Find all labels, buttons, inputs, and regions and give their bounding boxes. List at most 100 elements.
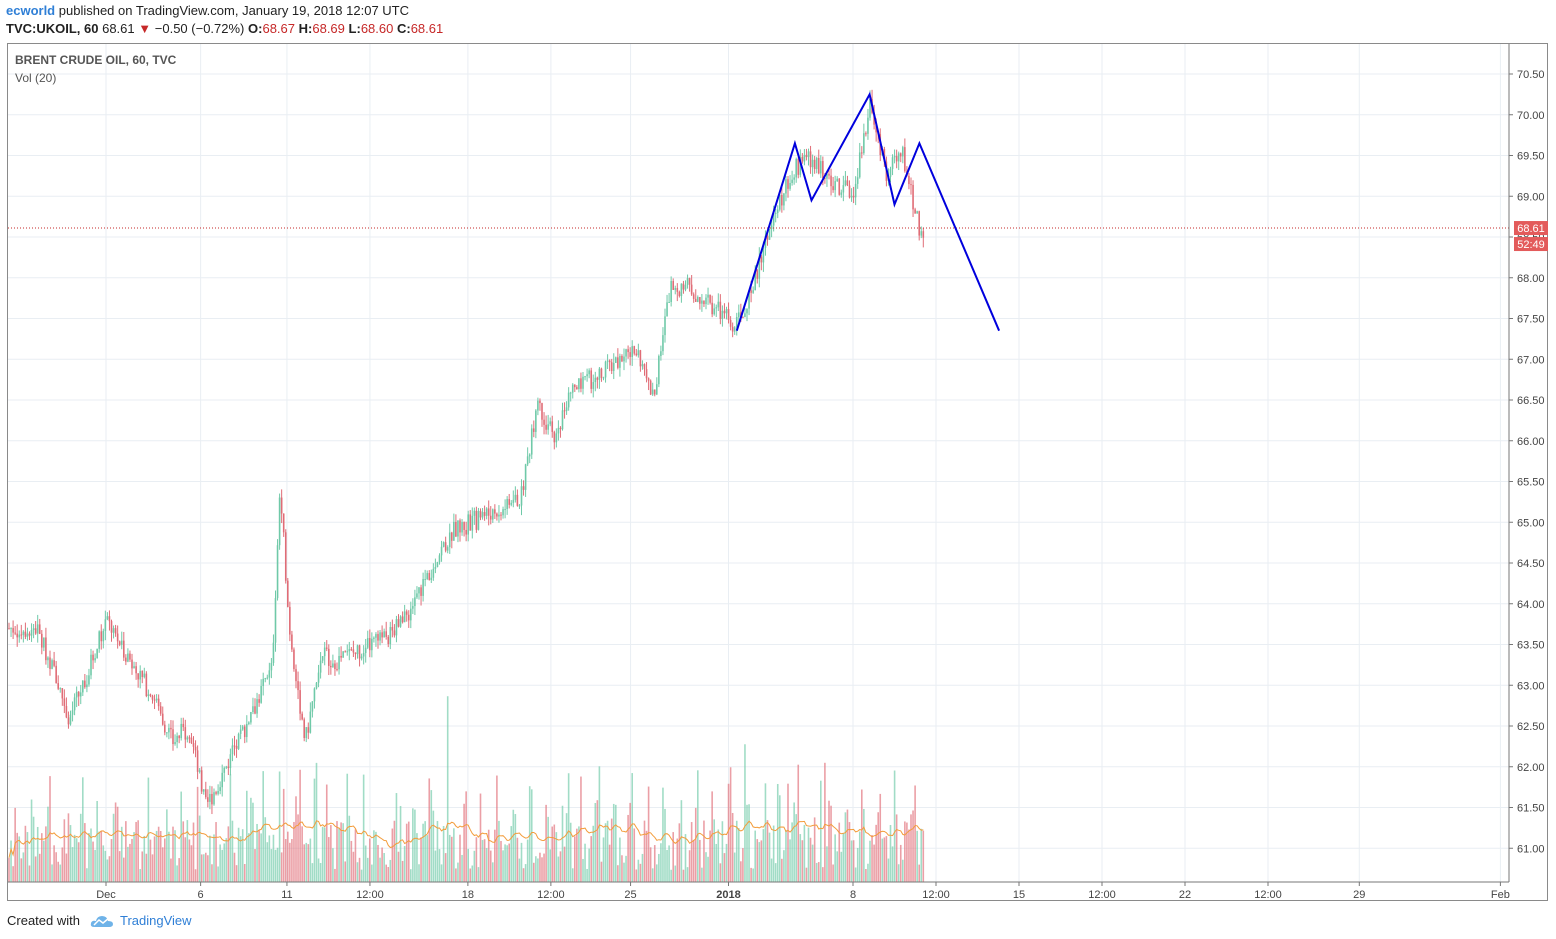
- volume-bar: [303, 844, 305, 882]
- volume-bar: [608, 844, 611, 882]
- candle-body: [227, 766, 230, 769]
- price-tick-label: 63.00: [1517, 680, 1545, 692]
- candle-body: [619, 355, 621, 368]
- candle-body: [41, 633, 43, 648]
- candle-body: [412, 606, 414, 609]
- volume-bar: [436, 820, 439, 882]
- volume-bar: [278, 771, 281, 882]
- price-tick-label: 69.50: [1517, 151, 1545, 163]
- candle-body: [647, 378, 650, 381]
- volume-bar: [246, 790, 248, 882]
- volume-bar: [920, 828, 923, 882]
- volume-bar: [73, 834, 76, 882]
- volume-bar: [551, 826, 554, 882]
- volume-bar: [553, 824, 556, 882]
- volume-bar: [467, 848, 469, 882]
- candle-body: [133, 666, 135, 669]
- grid: [8, 44, 1509, 882]
- candle-body: [45, 637, 47, 661]
- volume-bar: [371, 864, 373, 882]
- volume-bar: [168, 831, 170, 882]
- candle-body: [483, 512, 486, 516]
- candle-body: [535, 410, 537, 432]
- volume-bar: [600, 861, 603, 882]
- candle-body: [49, 657, 51, 669]
- volume-bar: [619, 837, 621, 882]
- volume-bar: [791, 822, 793, 882]
- time-tick-label: 12:00: [356, 889, 384, 901]
- candle-body: [442, 542, 445, 547]
- candle-body: [186, 737, 189, 740]
- volume-bar: [660, 843, 662, 882]
- time-tick-label: 18: [462, 889, 474, 901]
- candle-body: [453, 521, 455, 541]
- volume-bar: [190, 845, 193, 882]
- volume-bar: [186, 820, 189, 882]
- candle-body: [383, 631, 385, 638]
- candle-body: [781, 194, 783, 206]
- candle-body: [561, 410, 564, 430]
- candle-body: [77, 691, 80, 697]
- candle-body: [276, 545, 279, 599]
- volume-bar: [88, 833, 90, 882]
- candle-body: [850, 195, 853, 198]
- candle-body: [762, 247, 765, 263]
- candle-body: [604, 361, 607, 378]
- volume-bar: [34, 856, 37, 882]
- volume-bar: [291, 839, 293, 882]
- volume-bar: [221, 849, 223, 882]
- candle-body: [487, 508, 490, 516]
- candle-body: [381, 632, 383, 638]
- volume-bar: [166, 809, 168, 882]
- candle-body: [254, 706, 256, 714]
- candle-body: [797, 159, 800, 175]
- candle-body: [223, 767, 226, 773]
- volume-bar: [282, 788, 285, 882]
- volume-bar: [842, 833, 845, 882]
- candle-body: [280, 497, 283, 514]
- candle-body: [200, 770, 203, 792]
- volume-bars: [8, 696, 925, 882]
- volume-bar: [801, 840, 804, 882]
- volume-bar: [692, 839, 695, 882]
- tradingview-link[interactable]: TradingView: [119, 913, 192, 928]
- candle-body: [250, 711, 252, 723]
- volume-bar: [781, 858, 783, 882]
- candle-body: [717, 301, 720, 308]
- volume-indicator-label[interactable]: Vol (20): [15, 71, 57, 85]
- quote-change: −0.50 (−0.72%): [154, 21, 245, 36]
- candle-body: [625, 349, 627, 357]
- price-tick-label: 70.50: [1517, 69, 1545, 81]
- candle-body: [399, 616, 402, 627]
- publish-text: published on TradingView.com, January 19…: [58, 3, 410, 18]
- volume-bar: [243, 864, 246, 882]
- candle-body: [918, 211, 920, 236]
- candle-body: [332, 663, 334, 668]
- candle-body: [16, 633, 18, 638]
- volume-bar: [567, 773, 570, 882]
- volume-bar: [231, 820, 234, 882]
- candle-body: [668, 301, 670, 303]
- candle-body: [141, 670, 144, 678]
- candle-body: [813, 159, 816, 170]
- candle-body: [828, 173, 830, 176]
- time-axis: Dec 6 11 12:00 18 12:00 25 2018 8 12:00 15 12:00 22 1…: [96, 882, 1510, 901]
- volume-bar: [47, 806, 49, 882]
- candle-body: [303, 719, 305, 738]
- volume-bar: [465, 791, 467, 882]
- candle-body: [192, 743, 195, 747]
- candle-body: [168, 727, 170, 733]
- candle-body: [448, 532, 451, 548]
- author-link[interactable]: ecworld: [6, 3, 56, 18]
- candle-body: [471, 515, 474, 531]
- volume-bar: [670, 869, 672, 882]
- candle-body: [94, 658, 96, 661]
- price-tick-label: 70.00: [1517, 110, 1545, 122]
- candle-body: [512, 499, 515, 503]
- footer: Created with TradingView: [7, 913, 192, 928]
- volume-bar: [102, 845, 105, 882]
- volume-bar: [676, 838, 679, 882]
- candle-body: [424, 578, 426, 580]
- chart-frame[interactable]: [7, 43, 1548, 901]
